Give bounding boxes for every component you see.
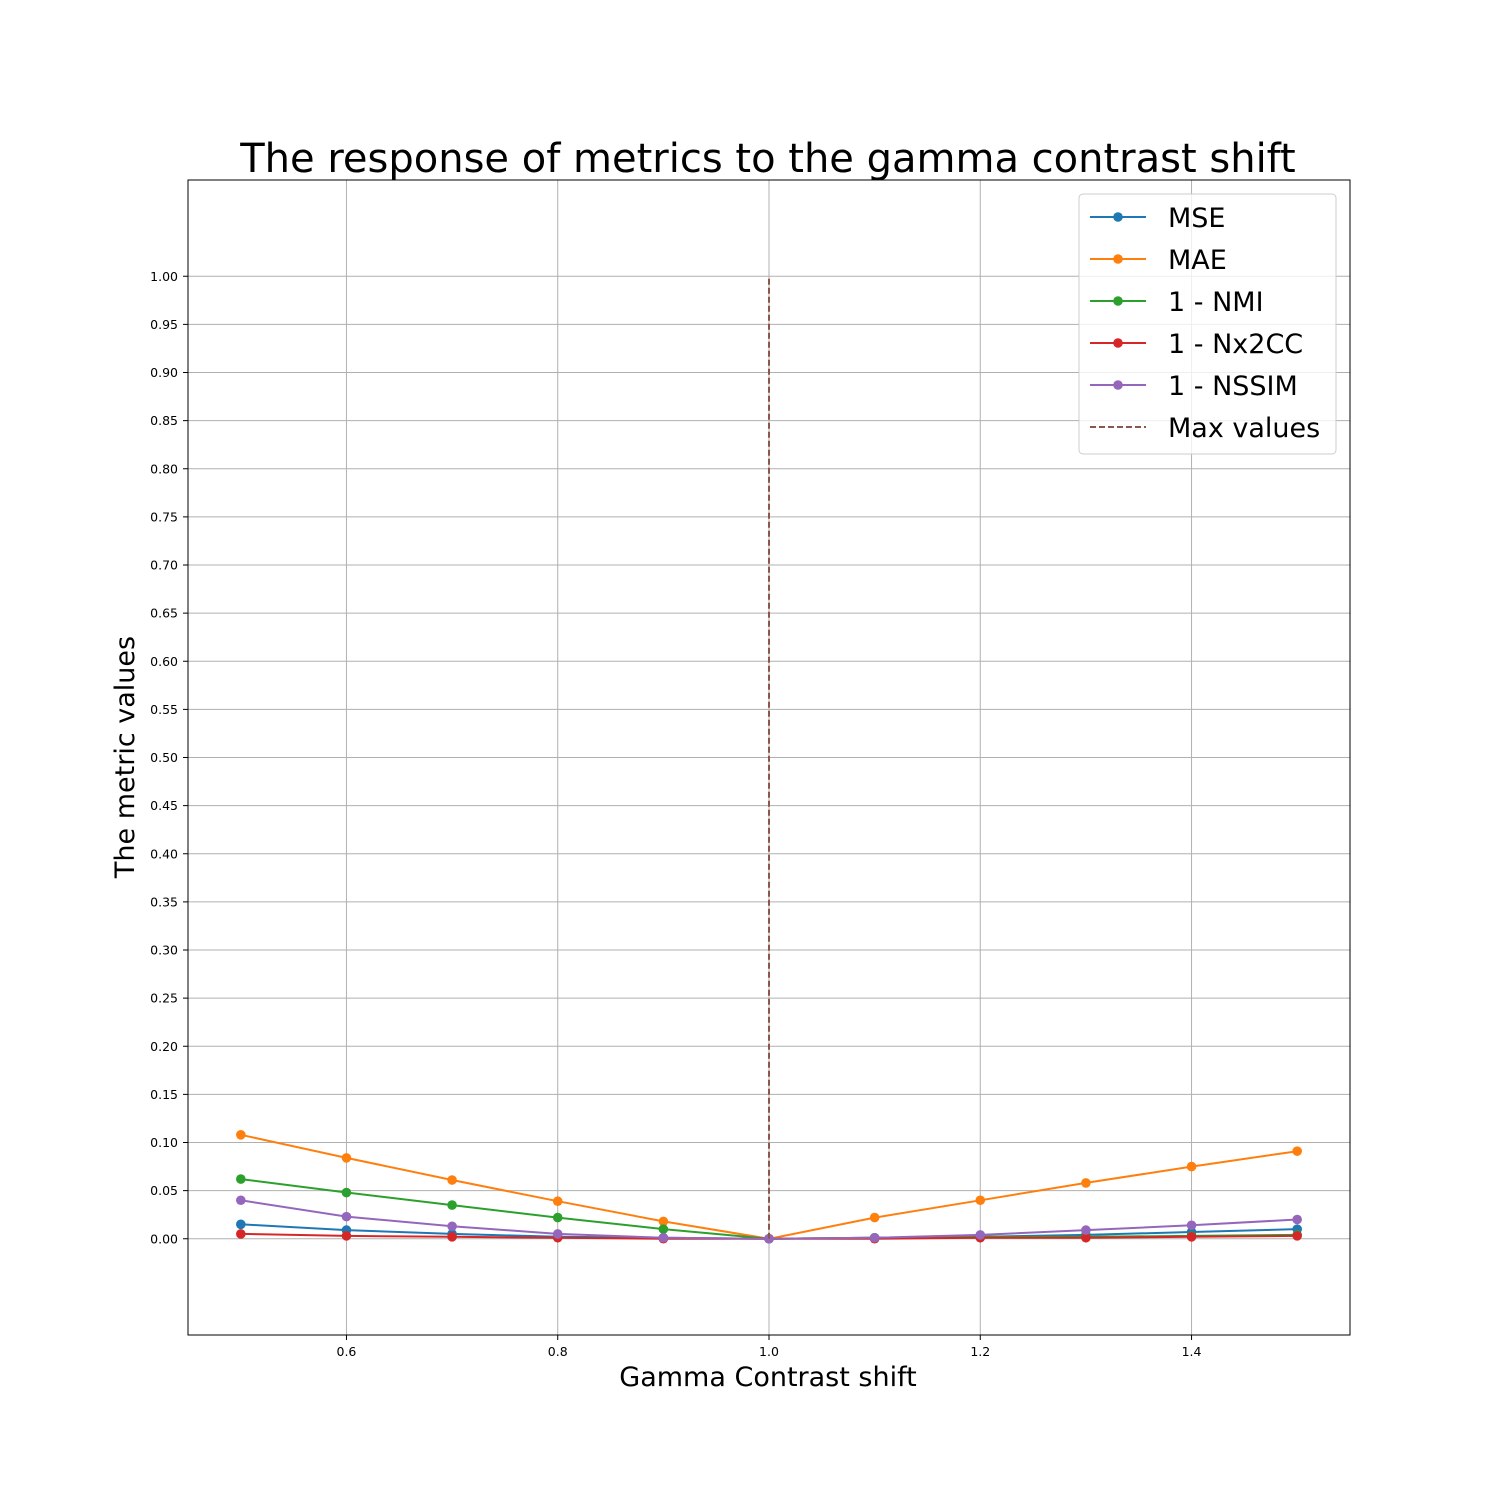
y-tick-label: 0.05 <box>150 1183 178 1198</box>
data-point <box>447 1221 457 1232</box>
y-tick-label: 0.60 <box>150 654 178 669</box>
legend-swatch-marker <box>1113 254 1123 264</box>
y-tick-label: 0.15 <box>150 1087 178 1102</box>
data-point <box>1081 1225 1091 1235</box>
data-point <box>552 1196 563 1207</box>
y-tick-label: 0.40 <box>150 846 178 861</box>
y-tick-label: 0.55 <box>150 702 178 717</box>
data-point <box>236 1229 246 1239</box>
y-tick-label: 0.70 <box>150 558 178 573</box>
data-point <box>869 1212 880 1223</box>
legend-label: 1 - NSSIM <box>1168 371 1298 402</box>
y-tick-label: 0.65 <box>150 606 178 621</box>
y-tick-label: 0.50 <box>150 750 178 765</box>
y-tick-label: 0.75 <box>150 509 178 524</box>
legend-label: MAE <box>1168 245 1227 276</box>
data-point <box>1186 1220 1197 1231</box>
y-tick-label: 0.95 <box>150 317 178 332</box>
data-point <box>236 1174 246 1184</box>
data-point <box>1186 1161 1197 1172</box>
y-tick-label: 0.85 <box>150 413 178 428</box>
legend-label: 1 - Nx2CC <box>1168 329 1303 360</box>
data-point <box>975 1195 986 1206</box>
data-point <box>341 1231 352 1241</box>
data-point <box>1186 1232 1197 1242</box>
y-tick-label: 0.20 <box>150 1039 178 1054</box>
data-point <box>236 1195 246 1206</box>
data-point <box>447 1200 457 1210</box>
y-tick-label: 1.00 <box>150 269 178 284</box>
x-tick-label: 1.2 <box>970 1344 990 1359</box>
data-point <box>1081 1178 1091 1188</box>
y-tick-label: 0.80 <box>150 461 178 476</box>
axis-ticks: 0.6 0.8 1.0 1.2 1.4 0.00 0.05 0.10 0.15 0.20 0.25 0… <box>150 269 1201 1359</box>
data-point <box>1292 1214 1302 1225</box>
data-point <box>658 1224 669 1234</box>
data-point <box>1292 1231 1302 1241</box>
data-point <box>236 1219 246 1230</box>
legend-label: 1 - NMI <box>1168 287 1264 318</box>
data-point <box>341 1211 352 1222</box>
data-point <box>552 1229 563 1239</box>
data-point <box>552 1212 563 1223</box>
y-tick-label: 0.25 <box>150 991 178 1006</box>
x-tick-label: 0.8 <box>548 1344 568 1359</box>
x-axis-label: Gamma Contrast shift <box>619 1362 916 1393</box>
y-tick-label: 0.35 <box>150 894 178 909</box>
y-tick-label: 0.45 <box>150 798 178 813</box>
data-point <box>341 1187 352 1198</box>
y-tick-label: 0.10 <box>150 1135 178 1150</box>
y-tick-label: 0.30 <box>150 943 178 958</box>
legend-label: Max values <box>1168 413 1320 444</box>
data-point <box>236 1130 246 1140</box>
data-point <box>658 1216 669 1227</box>
legend-swatch-marker <box>1113 296 1123 306</box>
x-tick-label: 1.4 <box>1182 1344 1202 1359</box>
series-layer <box>236 276 1302 1244</box>
data-point <box>975 1230 986 1240</box>
y-tick-label: 0.00 <box>150 1231 178 1246</box>
y-tick-label: 0.90 <box>150 365 178 380</box>
legend: MSE MAE 1 - NMI 1 - Nx2CC 1 - NSSIM Max value… <box>1078 193 1337 455</box>
legend-swatch-marker <box>1113 380 1123 390</box>
data-point <box>447 1175 457 1185</box>
legend-label: MSE <box>1168 203 1226 234</box>
x-tick-label: 1.0 <box>759 1344 779 1359</box>
x-tick-label: 0.6 <box>337 1344 357 1359</box>
plot-frame <box>187 179 1351 1336</box>
data-point <box>869 1232 880 1243</box>
legend-swatch-marker <box>1113 338 1123 348</box>
data-point <box>1292 1146 1302 1156</box>
chart-title: The response of metrics to the gamma con… <box>239 136 1296 182</box>
data-point <box>1081 1232 1091 1243</box>
y-axis-label: The metric values <box>110 636 141 879</box>
legend-swatch-marker <box>1113 212 1123 222</box>
data-point <box>658 1232 669 1243</box>
data-point <box>341 1153 352 1163</box>
data-point <box>447 1232 457 1242</box>
